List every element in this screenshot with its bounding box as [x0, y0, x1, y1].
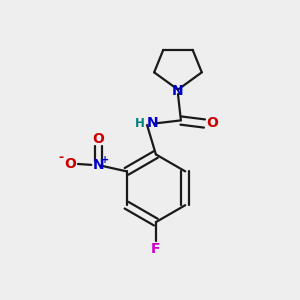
Text: +: +: [101, 155, 110, 165]
Text: O: O: [65, 157, 76, 171]
Text: H: H: [135, 117, 145, 130]
Text: N: N: [93, 158, 104, 172]
Text: O: O: [206, 116, 218, 130]
Text: N: N: [147, 116, 159, 130]
Text: F: F: [151, 242, 160, 256]
Text: O: O: [93, 132, 104, 146]
Text: -: -: [58, 151, 64, 164]
Text: N: N: [172, 84, 184, 98]
